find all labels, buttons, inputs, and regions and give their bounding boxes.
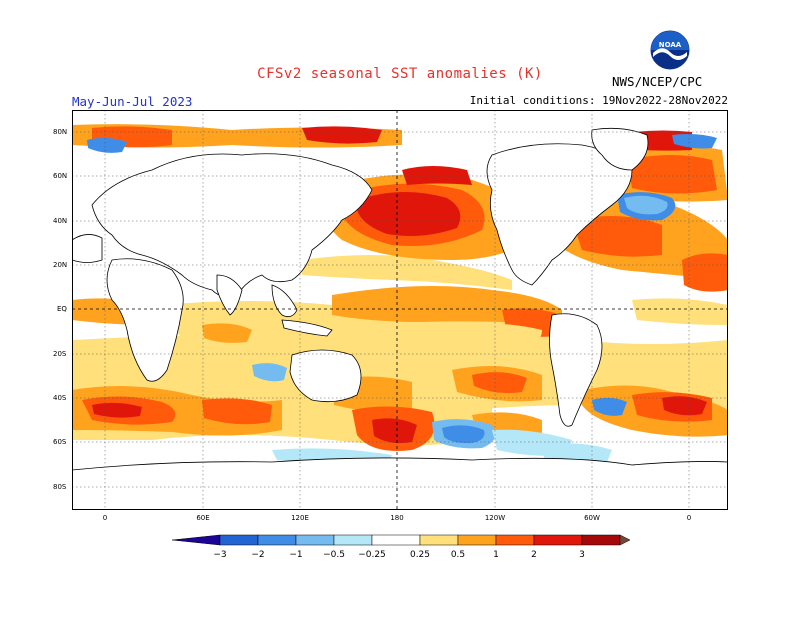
colorbar-swatch-7 [457, 534, 497, 546]
lat-label-40s: 40S [53, 394, 67, 402]
latitude-axis: 80N 60N 40N 20N EQ 20S 40S 60S 80S [53, 128, 67, 491]
lon-label-60w: 60W [584, 514, 600, 522]
colorbar-label-p05: 0.5 [451, 550, 465, 560]
noaa-logo: NOAA [650, 30, 690, 70]
season-label: May-Jun-Jul 2023 [72, 94, 193, 109]
colorbar-label-p3: 3 [579, 550, 585, 560]
colorbar-swatch-1 [219, 534, 259, 546]
colorbar-label-p2: 2 [531, 550, 537, 560]
colorbar-swatch-6 [419, 534, 459, 546]
equator-dateline [72, 110, 728, 510]
colorbar-label-m3: −3 [213, 550, 226, 560]
lat-label-80n: 80N [53, 128, 67, 136]
graticule [72, 110, 728, 510]
lat-label-60n: 60N [53, 172, 67, 180]
map-frame [72, 110, 728, 510]
lon-label-0: 0 [103, 514, 107, 522]
initial-conditions-label: Initial conditions: 19Nov2022-28Nov2022 [469, 94, 728, 107]
colorbar-swatch-5 [371, 534, 421, 546]
colorbar-swatch-8 [495, 534, 535, 546]
colorbar-swatches [172, 534, 631, 546]
continents [72, 127, 728, 510]
colorbar-label-p1: 1 [493, 550, 499, 560]
colorbar-labels: −3 −2 −1 −0.5 −0.25 0.25 0.5 1 2 3 [213, 550, 585, 560]
noaa-logo-text: NOAA [659, 41, 682, 49]
lat-label-40n: 40N [53, 217, 67, 225]
colorbar-swatch-max [619, 534, 631, 546]
credit-label: NWS/NCEP/CPC [612, 74, 703, 89]
sst-anomaly-map [72, 110, 728, 510]
lon-label-180: 180 [390, 514, 403, 522]
colorbar-label-m1: −1 [289, 550, 302, 560]
map-title: CFSv2 seasonal SST anomalies (K) [257, 66, 543, 82]
colorbar-label-m05: −0.5 [323, 550, 345, 560]
colorbar-swatch-3 [295, 534, 335, 546]
colorbar-label-m025: −0.25 [358, 550, 386, 560]
lat-label-20s: 20S [53, 350, 67, 358]
lat-label-20n: 20N [53, 261, 67, 269]
lat-label-80s: 80S [53, 483, 67, 491]
colorbar-swatch-min [172, 534, 221, 546]
colorbar-swatch-4 [333, 534, 373, 546]
lon-label-0-east: 0 [687, 514, 691, 522]
longitude-axis: 0 60E 120E 180 120W 60W 0 [103, 514, 691, 522]
colorbar-swatch-9 [533, 534, 583, 546]
lat-label-eq: EQ [57, 305, 67, 313]
colorbar-swatch-10 [581, 534, 621, 546]
lon-label-120w: 120W [485, 514, 505, 522]
lat-label-60s: 60S [53, 438, 67, 446]
colorbar-label-m2: −2 [251, 550, 264, 560]
lon-label-120e: 120E [291, 514, 309, 522]
colorbar: −3 −2 −1 −0.5 −0.25 0.25 0.5 1 2 3 [172, 534, 631, 560]
colorbar-swatch-2 [257, 534, 297, 546]
lon-label-60e: 60E [196, 514, 209, 522]
colorbar-label-p025: 0.25 [410, 550, 430, 560]
